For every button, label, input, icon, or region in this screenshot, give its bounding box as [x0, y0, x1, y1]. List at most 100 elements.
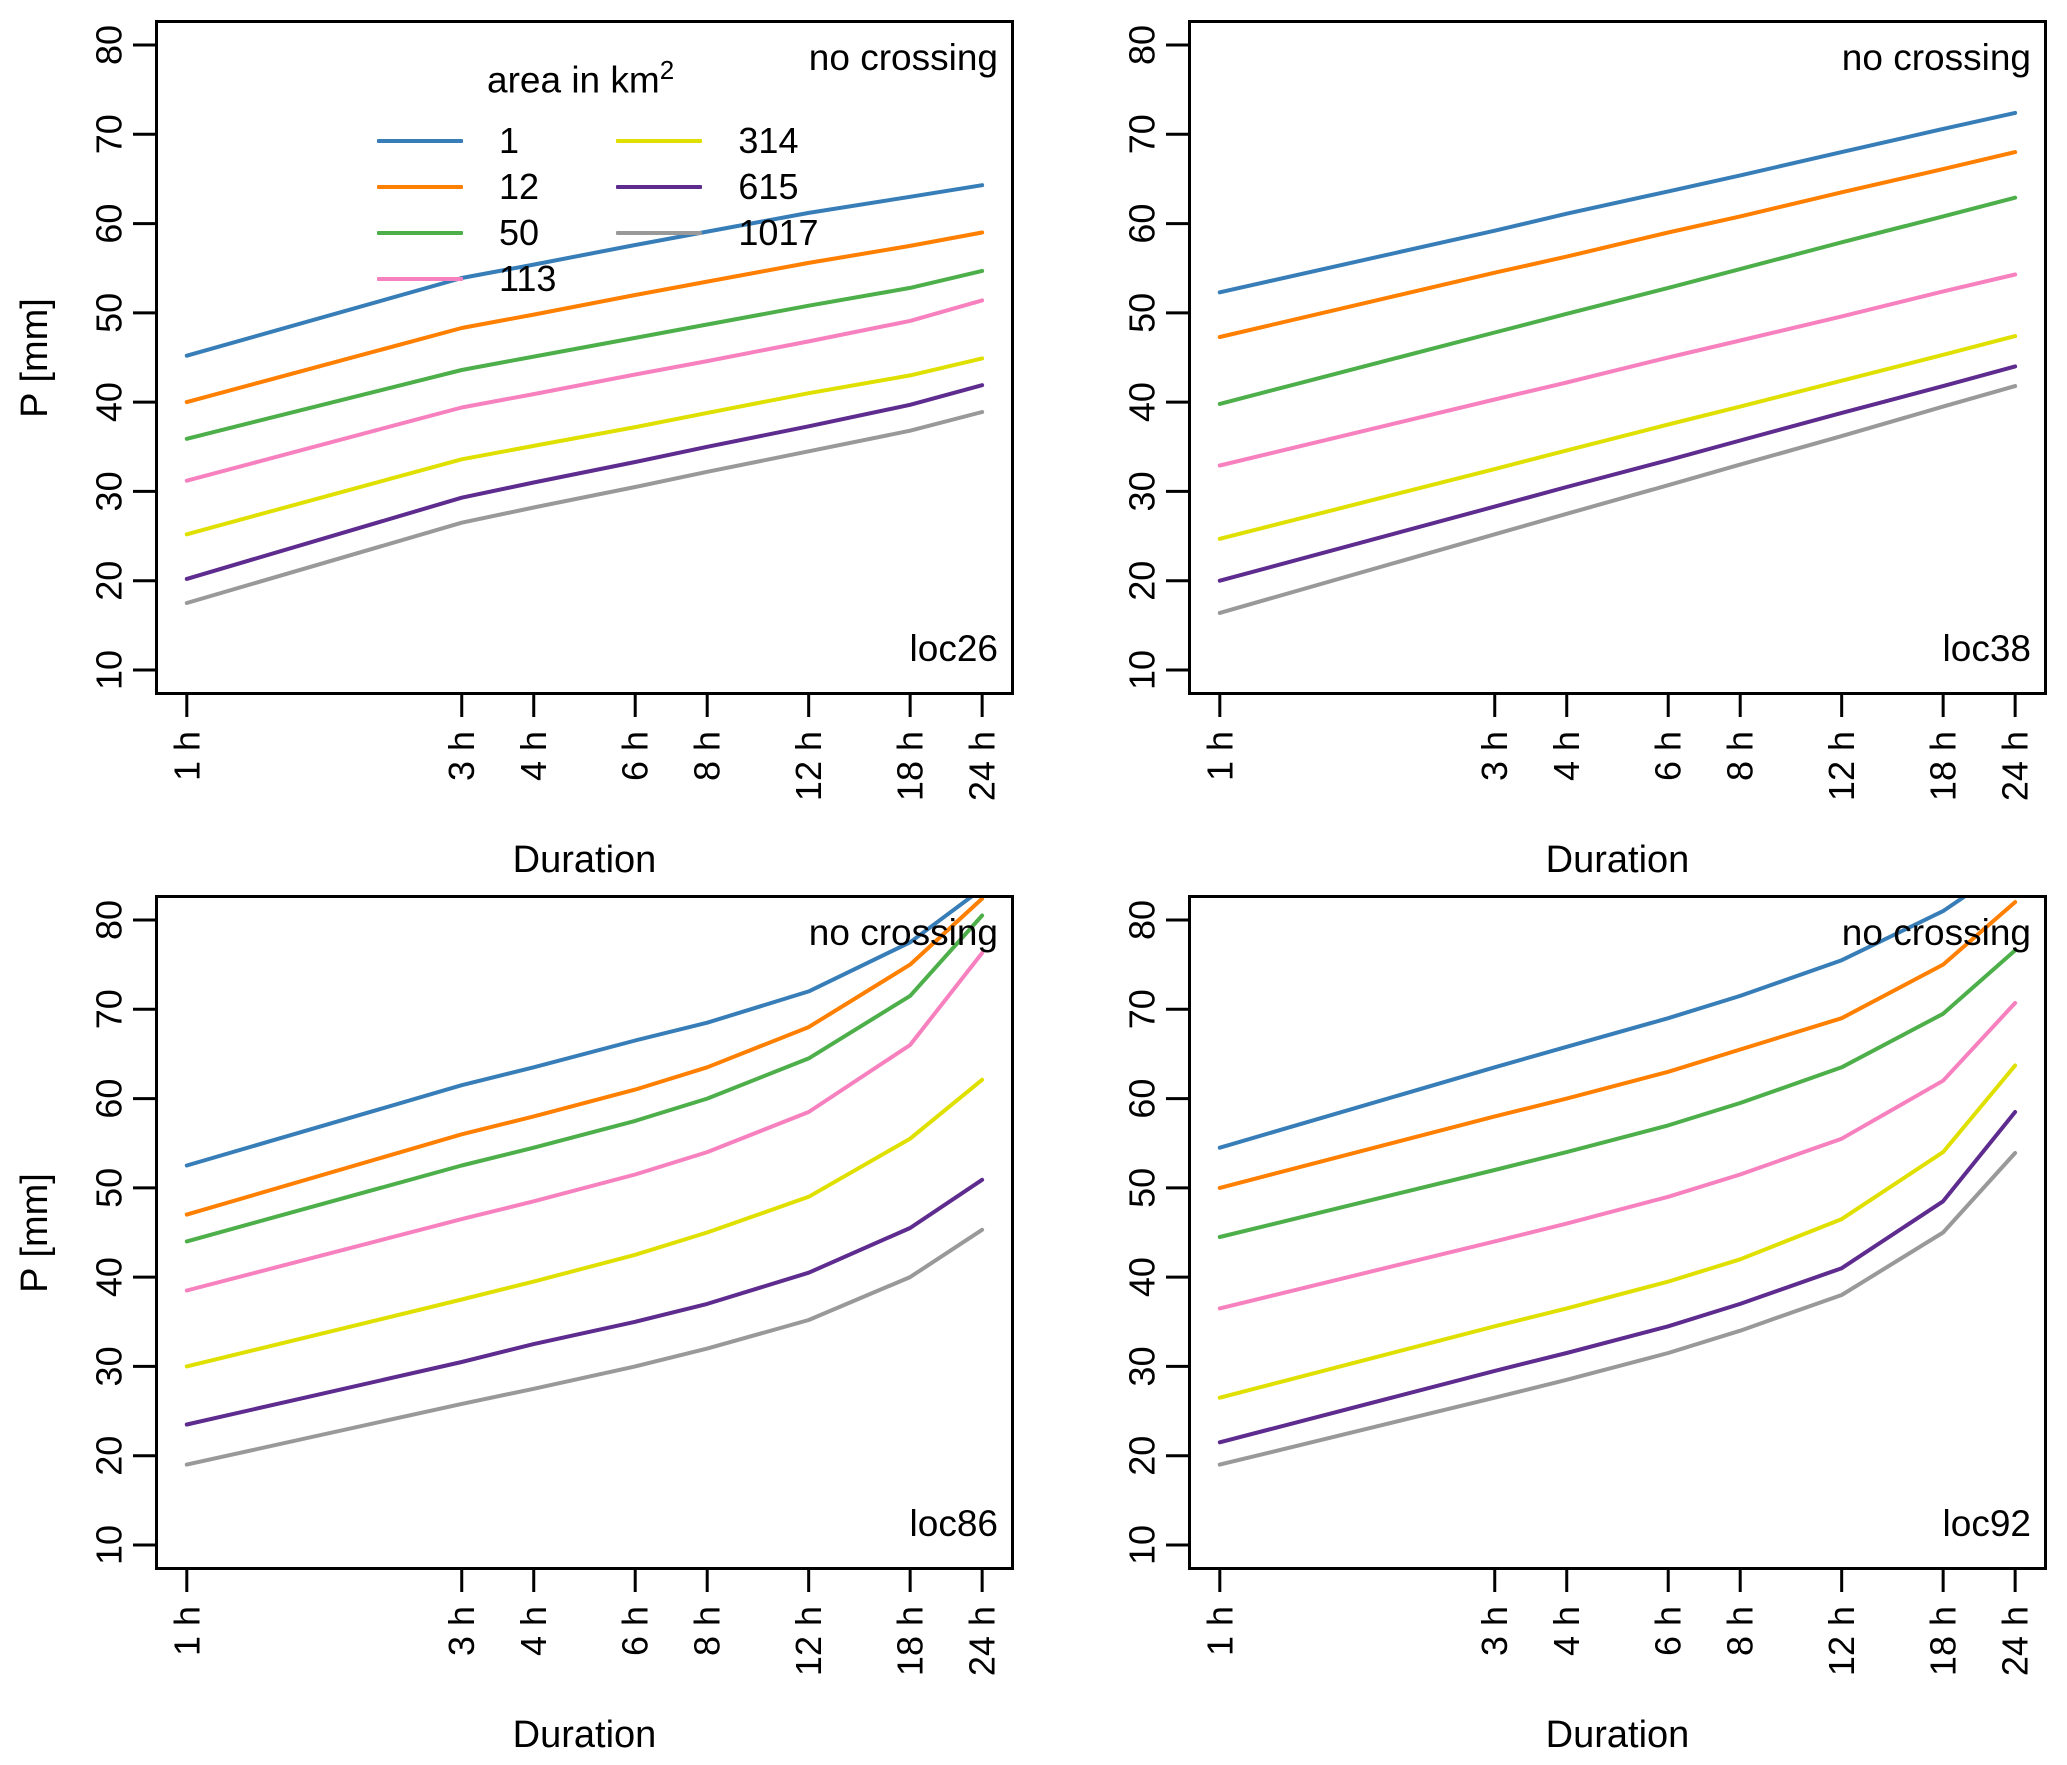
legend-line-swatch — [616, 185, 703, 190]
y-tick-label: 30 — [1122, 1346, 1163, 1386]
x-tick-label: 6 h — [615, 1606, 656, 1656]
series-line-area-1 — [1217, 110, 2018, 295]
series-line-area-113 — [184, 298, 985, 483]
series-line-area-314 — [184, 356, 985, 537]
series-line-area-1017 — [184, 1227, 985, 1467]
series-line-area-50 — [184, 913, 985, 1244]
chart-area-loc26: 10 20 30 40 50 60 70 80 1 h 3 h 4 h 6 h 8 h 12 h 18 h 2… — [89, 20, 1014, 801]
y-tick-label: 60 — [1122, 204, 1163, 244]
series-line-area-1 — [1217, 895, 1971, 1150]
legend-entry: 12 — [377, 164, 556, 210]
x-tick-label: 18 h — [890, 731, 931, 801]
y-tick-label: 40 — [89, 1257, 130, 1297]
y-tick-label: 50 — [1122, 293, 1163, 333]
legend: area in km2 1 12 50 113 314 615 1017 — [377, 46, 819, 302]
subplot-loc38: 10 20 30 40 50 60 70 80 1 h 3 h 4 h 6 h 8 h 12 h 18 h 2… — [1122, 20, 2047, 880]
x-tick-label: 12 h — [1821, 731, 1862, 801]
x-tick-label: 1 h — [166, 731, 207, 781]
location-label: loc92 — [1942, 1503, 2031, 1544]
x-axis-title: Duration — [512, 839, 657, 881]
legend-entry-label: 1017 — [738, 212, 819, 254]
series-line-area-113 — [184, 951, 985, 1293]
y-tick-label: 80 — [1122, 900, 1163, 940]
x-tick-label: 4 h — [513, 1606, 554, 1656]
y-tick-label: 70 — [1122, 989, 1163, 1029]
x-tick-label: 12 h — [788, 731, 829, 801]
y-tick-label: 10 — [89, 1525, 130, 1565]
y-tick-label: 70 — [1122, 114, 1163, 154]
series-line-area-615 — [1217, 1110, 2018, 1445]
y-tick-label: 50 — [1122, 1168, 1163, 1208]
series-line-area-12 — [1217, 900, 2018, 1190]
series-line-area-1017 — [1217, 1151, 2018, 1467]
annotation-no-crossing: no crossing — [1841, 37, 2031, 78]
legend-entry: 50 — [377, 210, 556, 256]
series-line-area-1 — [184, 895, 977, 1168]
series-line-area-314 — [1217, 334, 2018, 541]
legend-line-swatch — [616, 139, 703, 144]
y-tick-label: 50 — [89, 293, 130, 333]
plot-border — [1188, 20, 2047, 695]
x-tick-label: 4 h — [513, 731, 554, 781]
series-line-area-1017 — [184, 410, 985, 605]
y-tick-label: 10 — [1122, 1525, 1163, 1565]
legend-entries: 1 12 50 113 314 615 1017 — [377, 118, 819, 302]
y-tick-label: 80 — [1122, 25, 1163, 65]
legend-entry-label: 314 — [738, 120, 799, 162]
legend-line-swatch — [377, 231, 463, 236]
x-tick-label: 8 h — [687, 731, 728, 781]
location-label: loc38 — [1942, 628, 2031, 669]
legend-entry: 615 — [616, 164, 818, 210]
x-axis-title: Duration — [512, 1714, 657, 1756]
x-tick-label: 18 h — [1923, 731, 1964, 801]
location-label: loc26 — [909, 628, 998, 669]
chart-area-loc38: 10 20 30 40 50 60 70 80 1 h 3 h 4 h 6 h 8 h 12 h 18 h 2… — [1122, 20, 2047, 801]
x-tick-label: 1 h — [1199, 1606, 1240, 1656]
x-tick-label: 3 h — [441, 731, 482, 781]
x-tick-label: 4 h — [1546, 1606, 1587, 1656]
x-tick-label: 6 h — [1648, 1606, 1689, 1656]
x-tick-label: 1 h — [1199, 731, 1240, 781]
y-tick-label: 30 — [89, 1346, 130, 1386]
legend-line-swatch — [377, 139, 463, 144]
x-tick-label: 24 h — [1995, 1606, 2036, 1676]
plot-border — [155, 20, 1014, 695]
x-tick-label: 24 h — [962, 1606, 1003, 1676]
legend-title-text: area in km — [487, 59, 660, 101]
y-tick-label: 60 — [89, 204, 130, 244]
x-tick-label: 18 h — [890, 1606, 931, 1676]
x-tick-label: 8 h — [1720, 1606, 1761, 1656]
y-tick-label: 50 — [89, 1168, 130, 1208]
legend-title-superscript: 2 — [659, 55, 675, 85]
series-line-area-12 — [184, 896, 985, 1217]
x-tick-label: 18 h — [1923, 1606, 1964, 1676]
y-tick-label: 60 — [1122, 1079, 1163, 1119]
legend-line-swatch — [377, 185, 463, 190]
series-line-area-50 — [1217, 195, 2018, 406]
series-line-area-615 — [1217, 364, 2018, 583]
x-tick-label: 4 h — [1546, 731, 1587, 781]
annotation-no-crossing: no crossing — [1841, 912, 2031, 953]
y-tick-label: 80 — [89, 900, 130, 940]
y-tick-label: 30 — [1122, 471, 1163, 511]
chart-area-loc92: 10 20 30 40 50 60 70 80 1 h 3 h 4 h 6 h 8 h 12 h 18 h 2… — [1122, 895, 2047, 1676]
y-tick-label: 20 — [89, 1436, 130, 1476]
y-axis-title: P [mm] — [14, 298, 56, 418]
series-line-area-1 — [184, 183, 985, 358]
x-tick-label: 24 h — [1995, 731, 2036, 801]
y-tick-label: 70 — [89, 989, 130, 1029]
y-tick-label: 60 — [89, 1079, 130, 1119]
subplot-loc86: 10 20 30 40 50 60 70 80 1 h 3 h 4 h 6 h 8 h 12 h 18 h 2… — [14, 895, 1014, 1755]
series-line-area-314 — [184, 1077, 985, 1369]
x-tick-label: 24 h — [962, 731, 1003, 801]
series-line-area-12 — [1217, 150, 2018, 339]
plot-border — [1188, 895, 2047, 1570]
x-tick-label: 1 h — [166, 1606, 207, 1656]
plot-border — [155, 895, 1014, 1570]
y-tick-label: 30 — [89, 471, 130, 511]
x-tick-label: 8 h — [687, 1606, 728, 1656]
x-tick-label: 12 h — [788, 1606, 829, 1676]
y-tick-label: 80 — [89, 25, 130, 65]
y-tick-label: 70 — [89, 114, 130, 154]
